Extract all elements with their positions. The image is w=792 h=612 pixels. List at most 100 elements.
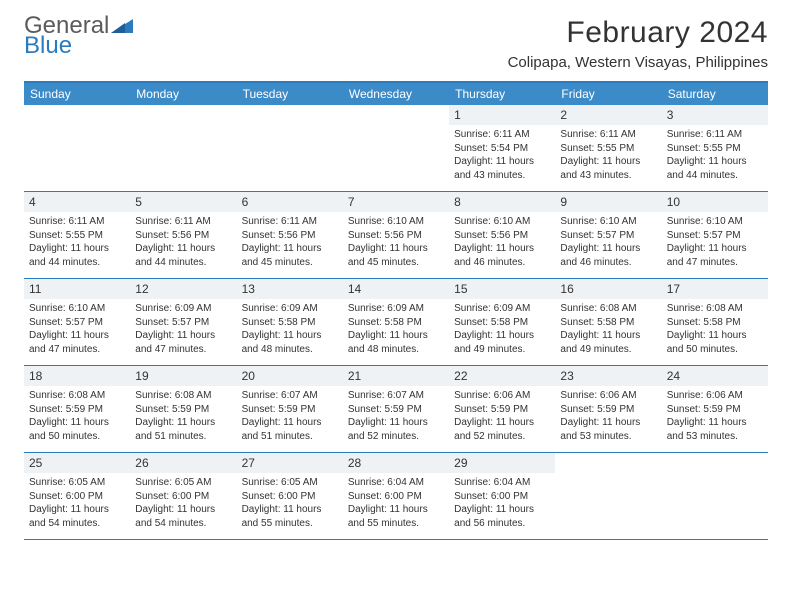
calendar-day: 21Sunrise: 6:07 AMSunset: 5:59 PMDayligh…	[343, 366, 449, 452]
weekday-col: Thursday	[449, 83, 555, 105]
calendar-day: 22Sunrise: 6:06 AMSunset: 5:59 PMDayligh…	[449, 366, 555, 452]
weekday-col: Friday	[555, 83, 661, 105]
calendar-empty	[555, 453, 661, 539]
calendar-day: 2Sunrise: 6:11 AMSunset: 5:55 PMDaylight…	[555, 105, 661, 191]
daylight-text: Daylight: 11 hours and 50 minutes.	[667, 329, 763, 356]
calendar-day: 27Sunrise: 6:05 AMSunset: 6:00 PMDayligh…	[237, 453, 343, 539]
daylight-text: Daylight: 11 hours and 43 minutes.	[560, 155, 656, 182]
sunset-text: Sunset: 5:59 PM	[454, 403, 550, 417]
daylight-text: Daylight: 11 hours and 48 minutes.	[242, 329, 338, 356]
calendar-day: 23Sunrise: 6:06 AMSunset: 5:59 PMDayligh…	[555, 366, 661, 452]
day-number: 20	[237, 366, 343, 386]
day-number: 19	[130, 366, 236, 386]
daylight-text: Daylight: 11 hours and 52 minutes.	[348, 416, 444, 443]
weekday-col: Monday	[130, 83, 236, 105]
weekday-col: Tuesday	[237, 83, 343, 105]
calendar-grid: Sunday Monday Tuesday Wednesday Thursday…	[24, 81, 768, 540]
weekday-col: Sunday	[24, 83, 130, 105]
daylight-text: Daylight: 11 hours and 44 minutes.	[135, 242, 231, 269]
sunset-text: Sunset: 5:55 PM	[667, 142, 763, 156]
daylight-text: Daylight: 11 hours and 48 minutes.	[348, 329, 444, 356]
sunrise-text: Sunrise: 6:09 AM	[348, 302, 444, 316]
daylight-text: Daylight: 11 hours and 47 minutes.	[667, 242, 763, 269]
sunrise-text: Sunrise: 6:07 AM	[242, 389, 338, 403]
sunrise-text: Sunrise: 6:10 AM	[560, 215, 656, 229]
calendar-day: 12Sunrise: 6:09 AMSunset: 5:57 PMDayligh…	[130, 279, 236, 365]
calendar-empty	[237, 105, 343, 191]
sunset-text: Sunset: 5:56 PM	[454, 229, 550, 243]
sunrise-text: Sunrise: 6:08 AM	[667, 302, 763, 316]
day-number: 9	[555, 192, 661, 212]
day-number: 3	[662, 105, 768, 125]
calendar-empty	[24, 105, 130, 191]
day-number: 2	[555, 105, 661, 125]
sunrise-text: Sunrise: 6:11 AM	[667, 128, 763, 142]
daylight-text: Daylight: 11 hours and 45 minutes.	[242, 242, 338, 269]
calendar-day: 26Sunrise: 6:05 AMSunset: 6:00 PMDayligh…	[130, 453, 236, 539]
day-number: 11	[24, 279, 130, 299]
sunrise-text: Sunrise: 6:05 AM	[135, 476, 231, 490]
weeks-container: 1Sunrise: 6:11 AMSunset: 5:54 PMDaylight…	[24, 105, 768, 540]
daylight-text: Daylight: 11 hours and 55 minutes.	[348, 503, 444, 530]
calendar-day: 18Sunrise: 6:08 AMSunset: 5:59 PMDayligh…	[24, 366, 130, 452]
day-number: 7	[343, 192, 449, 212]
calendar-day: 28Sunrise: 6:04 AMSunset: 6:00 PMDayligh…	[343, 453, 449, 539]
daylight-text: Daylight: 11 hours and 55 minutes.	[242, 503, 338, 530]
daylight-text: Daylight: 11 hours and 54 minutes.	[29, 503, 125, 530]
calendar-empty	[343, 105, 449, 191]
calendar-day: 3Sunrise: 6:11 AMSunset: 5:55 PMDaylight…	[662, 105, 768, 191]
calendar-day: 6Sunrise: 6:11 AMSunset: 5:56 PMDaylight…	[237, 192, 343, 278]
daylight-text: Daylight: 11 hours and 51 minutes.	[242, 416, 338, 443]
daylight-text: Daylight: 11 hours and 45 minutes.	[348, 242, 444, 269]
month-title: February 2024	[508, 16, 768, 50]
sunset-text: Sunset: 6:00 PM	[29, 490, 125, 504]
calendar-day: 29Sunrise: 6:04 AMSunset: 6:00 PMDayligh…	[449, 453, 555, 539]
sunset-text: Sunset: 5:56 PM	[348, 229, 444, 243]
day-number: 23	[555, 366, 661, 386]
calendar-day: 7Sunrise: 6:10 AMSunset: 5:56 PMDaylight…	[343, 192, 449, 278]
daylight-text: Daylight: 11 hours and 47 minutes.	[135, 329, 231, 356]
day-number: 21	[343, 366, 449, 386]
sunrise-text: Sunrise: 6:05 AM	[242, 476, 338, 490]
sunset-text: Sunset: 5:57 PM	[29, 316, 125, 330]
calendar-week: 11Sunrise: 6:10 AMSunset: 5:57 PMDayligh…	[24, 279, 768, 366]
sunset-text: Sunset: 5:59 PM	[135, 403, 231, 417]
calendar-day: 24Sunrise: 6:06 AMSunset: 5:59 PMDayligh…	[662, 366, 768, 452]
sunset-text: Sunset: 6:00 PM	[348, 490, 444, 504]
day-number: 12	[130, 279, 236, 299]
day-number: 28	[343, 453, 449, 473]
day-number: 6	[237, 192, 343, 212]
daylight-text: Daylight: 11 hours and 47 minutes.	[29, 329, 125, 356]
weekday-header: Sunday Monday Tuesday Wednesday Thursday…	[24, 83, 768, 105]
sunrise-text: Sunrise: 6:08 AM	[560, 302, 656, 316]
calendar-day: 4Sunrise: 6:11 AMSunset: 5:55 PMDaylight…	[24, 192, 130, 278]
day-number: 10	[662, 192, 768, 212]
sunset-text: Sunset: 5:58 PM	[560, 316, 656, 330]
daylight-text: Daylight: 11 hours and 54 minutes.	[135, 503, 231, 530]
sunrise-text: Sunrise: 6:08 AM	[135, 389, 231, 403]
sunset-text: Sunset: 5:58 PM	[348, 316, 444, 330]
logo-triangle-icon	[111, 14, 133, 38]
calendar-day: 9Sunrise: 6:10 AMSunset: 5:57 PMDaylight…	[555, 192, 661, 278]
sunset-text: Sunset: 5:56 PM	[242, 229, 338, 243]
sunset-text: Sunset: 6:00 PM	[454, 490, 550, 504]
sunset-text: Sunset: 5:58 PM	[667, 316, 763, 330]
sunset-text: Sunset: 5:58 PM	[454, 316, 550, 330]
calendar-day: 20Sunrise: 6:07 AMSunset: 5:59 PMDayligh…	[237, 366, 343, 452]
weekday-col: Saturday	[662, 83, 768, 105]
calendar-empty	[130, 105, 236, 191]
sunrise-text: Sunrise: 6:09 AM	[454, 302, 550, 316]
calendar-day: 19Sunrise: 6:08 AMSunset: 5:59 PMDayligh…	[130, 366, 236, 452]
sunset-text: Sunset: 5:55 PM	[29, 229, 125, 243]
sunrise-text: Sunrise: 6:11 AM	[135, 215, 231, 229]
calendar-day: 15Sunrise: 6:09 AMSunset: 5:58 PMDayligh…	[449, 279, 555, 365]
page-header: General Blue February 2024 Colipapa, Wes…	[24, 16, 768, 71]
calendar-empty	[662, 453, 768, 539]
day-number: 22	[449, 366, 555, 386]
sunrise-text: Sunrise: 6:06 AM	[454, 389, 550, 403]
sunset-text: Sunset: 6:00 PM	[135, 490, 231, 504]
sunrise-text: Sunrise: 6:10 AM	[29, 302, 125, 316]
calendar-day: 13Sunrise: 6:09 AMSunset: 5:58 PMDayligh…	[237, 279, 343, 365]
sunset-text: Sunset: 5:54 PM	[454, 142, 550, 156]
daylight-text: Daylight: 11 hours and 43 minutes.	[454, 155, 550, 182]
